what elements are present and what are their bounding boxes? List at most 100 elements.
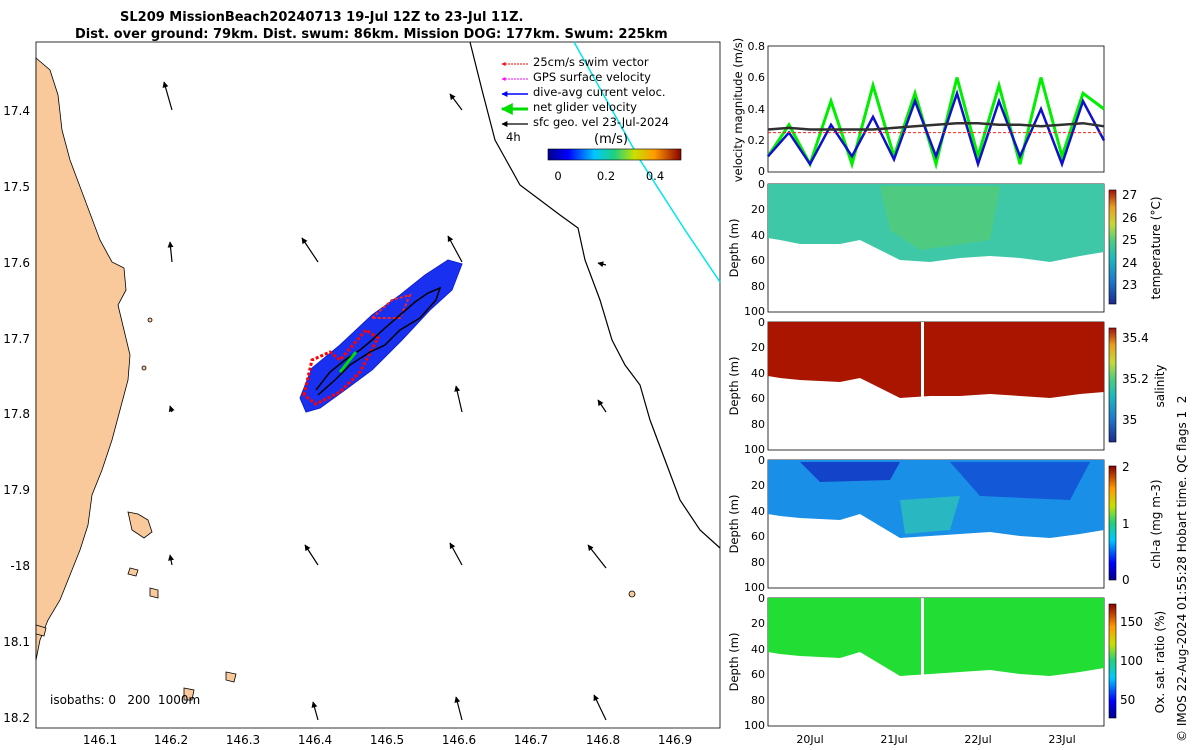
colorbar-tick: 0.4: [646, 169, 664, 183]
map-x-axis: 146.1 146.2 146.3 146.4 146.5 146.6 146.…: [83, 733, 692, 747]
time-axis: 20Jul 21Jul 22Jul 23Jul: [796, 733, 1075, 746]
salinity-panel: 0 20 40 60 80 100 Depth (m) 35.4 35.2 35…: [727, 316, 1167, 456]
temperature-cb-tick: 23: [1122, 278, 1137, 292]
salinity-colorbar: [1108, 327, 1117, 443]
map-y-tick: 17.4: [3, 104, 30, 118]
net-glider-velocity: [338, 351, 358, 373]
land-island-7: [628, 590, 636, 598]
depth-tick: 0: [758, 316, 765, 329]
land-island-8: [147, 317, 153, 323]
geo-velocity-arrows: [162, 81, 607, 721]
map-x-tick: 146.2: [154, 733, 188, 747]
velocity-y-ticks: 0.8 0.6 0.4 0.2 0: [748, 40, 766, 178]
temperature-y-ticks: 0 20 40 60 80 100: [744, 178, 765, 318]
map-y-tick: -18: [10, 559, 30, 573]
glider-track: [299, 259, 463, 413]
map-y-tick: 18.2: [3, 711, 30, 725]
velocity-y-tick: 0.6: [748, 71, 766, 84]
velocity-series: [766, 77, 1106, 170]
oxygen-y-label: Depth (m): [727, 633, 741, 692]
salinity-cb-label: salinity: [1153, 364, 1167, 407]
chla-cb-label: chl-a (mg m-3): [1149, 479, 1163, 568]
temperature-y-label: Depth (m): [727, 219, 741, 278]
velocity-line-geo: [767, 121, 1105, 131]
legend-dive-label: dive-avg current veloc.: [533, 85, 666, 99]
chla-cb-ticks: 2 1 0: [1122, 460, 1130, 587]
land-island-2: [127, 567, 139, 577]
temperature-cb-tick: 27: [1122, 188, 1137, 202]
time-tick: 20Jul: [796, 733, 823, 746]
salinity-field: [768, 322, 1104, 398]
depth-tick: 100: [744, 305, 765, 318]
legend-net-label: net glider velocity: [533, 100, 637, 114]
oxygen-colorbar: [1108, 603, 1117, 719]
chla-cb-tick: 0: [1122, 573, 1130, 587]
time-tick: 23Jul: [1048, 733, 1075, 746]
time-tick: 22Jul: [964, 733, 991, 746]
depth-tick: 40: [751, 643, 765, 656]
swim-vector-band: [302, 328, 380, 406]
geo-arrow: [587, 544, 607, 569]
geo-arrow: [449, 93, 463, 111]
map-colorbar: [547, 148, 682, 161]
time-tick: 21Jul: [880, 733, 907, 746]
depth-tick: 60: [751, 668, 765, 681]
velocity-line-dive-avg: [767, 89, 1106, 169]
geo-arrow: [593, 694, 607, 721]
legend-gps-label: GPS surface velocity: [533, 70, 651, 84]
title-line-2: Dist. over ground: 79km. Dist. swum: 86k…: [75, 27, 668, 42]
map-y-tick: 18.1: [3, 635, 30, 649]
land-island-3: [149, 587, 159, 599]
map-x-tick: 146.6: [442, 733, 476, 747]
land-island-1: [127, 511, 153, 539]
depth-tick: 80: [751, 556, 765, 569]
temperature-cb-label: temperature (°C): [1149, 197, 1163, 300]
title-line-1: SL209 MissionBeach20240713 19-Jul 12Z to…: [120, 10, 524, 25]
map-y-tick: 17.8: [3, 407, 30, 421]
salinity-gap: [921, 322, 924, 398]
chla-panel: 0 20 40 60 80 100 Depth (m) 2 1 0 chl-a …: [727, 454, 1163, 594]
velocity-line-net: [766, 77, 1105, 170]
depth-tick: 0: [758, 592, 765, 605]
map-x-tick: 146.5: [370, 733, 404, 747]
map-x-tick: 146.9: [658, 733, 692, 747]
depth-tick: 0: [758, 454, 765, 467]
oxygen-cb-ticks: 150 100 50: [1120, 615, 1143, 707]
chla-colorbar: [1108, 465, 1117, 581]
colorbar-title: (m/s): [594, 132, 628, 147]
legend-swim-label: 25cm/s swim vector: [533, 55, 649, 69]
depth-tick: 40: [751, 505, 765, 518]
land-island-9: [141, 365, 147, 371]
land-island-4: [183, 687, 195, 701]
geo-arrow: [168, 554, 175, 566]
depth-tick: 100: [744, 719, 765, 732]
depth-tick: 80: [751, 280, 765, 293]
swim-vector-band-2: [369, 293, 412, 319]
depth-tick: 20: [751, 479, 765, 492]
temperature-warm-patch: [880, 186, 1000, 250]
geo-arrow: [162, 81, 173, 111]
map-x-tick: 146.3: [226, 733, 260, 747]
chla-cb-tick: 2: [1122, 460, 1130, 474]
salinity-cb-tick: 35: [1122, 413, 1137, 427]
salinity-cb-tick: 35.2: [1122, 372, 1149, 386]
oxygen-field: [768, 598, 1104, 676]
salinity-cb-ticks: 35.4 35.2 35: [1122, 331, 1149, 427]
geo-arrow: [454, 385, 463, 413]
chla-cb-tick: 1: [1122, 517, 1130, 531]
depth-tick: 80: [751, 418, 765, 431]
map-y-tick: 17.7: [3, 332, 30, 346]
velocity-y-tick: 0.4: [748, 103, 766, 116]
temperature-panel: 0 20 40 60 80 100 Depth (m) 27 26 25 24 …: [727, 178, 1163, 318]
velocity-panel: 0.8 0.6 0.4 0.2 0 velocity magnitude (m/…: [731, 38, 1106, 182]
chla-y-ticks: 0 20 40 60 80 100: [744, 454, 765, 594]
geo-arrow: [447, 235, 463, 263]
isobaths-label: isobaths: 0 200 1000m: [50, 693, 200, 707]
copyright-note: © IMOS 22-Aug-2024 01:55:28 Hobart time.…: [1175, 396, 1189, 742]
depth-tick: 100: [744, 443, 765, 456]
depth-tick: 0: [758, 178, 765, 191]
map-y-axis: 17.4 17.5 17.6 17.7 17.8 17.9 -18 18.1 1…: [3, 104, 30, 725]
geo-arrow: [168, 405, 175, 413]
geo-arrow: [311, 701, 319, 721]
